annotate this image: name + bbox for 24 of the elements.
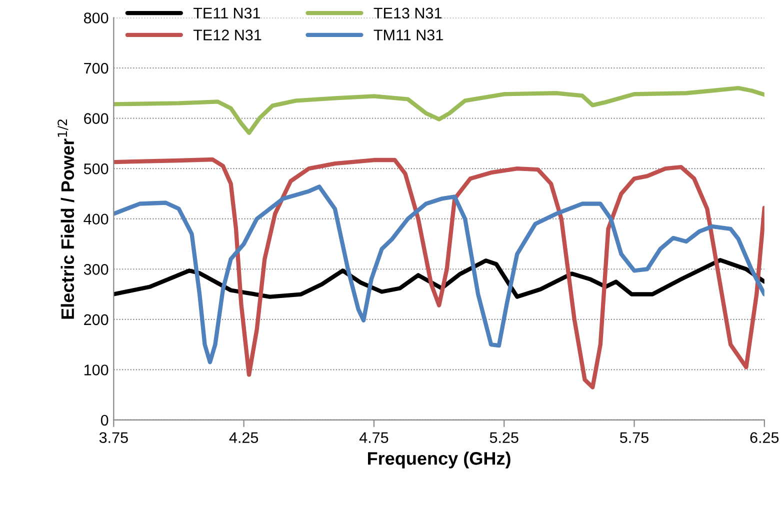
line-series — [114, 86, 764, 135]
line-series — [114, 184, 764, 364]
y-tick-label: 700 — [84, 62, 108, 74]
x-tick-label: 4.75 — [359, 432, 388, 444]
y-axis-title: Electric Field / Power$^{1/2}$ — [58, 120, 74, 319]
y-tick-label: 0 — [100, 414, 108, 426]
line-series — [114, 157, 764, 390]
x-tick-label: 5.25 — [490, 432, 518, 444]
y-tick-label: 600 — [84, 113, 108, 124]
legend-label: TE11 N31 — [193, 8, 260, 19]
y-tick-label: 300 — [84, 264, 108, 275]
legend-label: TM11 N31 — [374, 30, 443, 40]
y-tick-label: 800 — [84, 12, 108, 24]
x-tick-label: 4.25 — [229, 432, 258, 444]
legend-label: TE13 N31 — [374, 8, 442, 19]
y-tick-label: 200 — [84, 314, 108, 326]
x-tick-label: 5.75 — [620, 432, 648, 444]
y-tick-label: 500 — [84, 163, 108, 174]
y-tick-label: 100 — [84, 364, 108, 376]
y-tick-label: 400 — [84, 214, 108, 225]
x-tick-label: 3.75 — [99, 432, 128, 444]
x-axis-title: Frequency (GHz) — [368, 452, 510, 468]
legend-label: TE12 N31 — [193, 30, 262, 40]
x-tick-label: 6.25 — [750, 432, 779, 444]
